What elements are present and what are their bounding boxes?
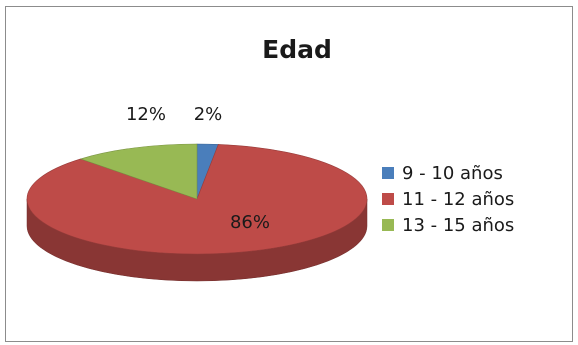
legend-swatch-1	[382, 167, 394, 179]
legend-label-3: 13 - 15 años	[402, 215, 514, 236]
legend-label-1: 9 - 10 años	[402, 163, 503, 184]
pie-value-labels: 2% 86% 12%	[126, 104, 270, 233]
legend-swatch-2	[382, 193, 394, 205]
legend-label-2: 11 - 12 años	[402, 189, 514, 210]
chart-title: Edad	[262, 35, 332, 64]
data-label-1: 2%	[194, 104, 223, 125]
legend-swatch-3	[382, 219, 394, 231]
pie-top-face	[26, 143, 368, 255]
pie-slice-3	[79, 143, 198, 200]
data-label-3: 12%	[126, 104, 166, 125]
data-label-2: 86%	[230, 212, 270, 233]
legend: 9 - 10 años 11 - 12 años 13 - 15 años	[382, 163, 514, 236]
